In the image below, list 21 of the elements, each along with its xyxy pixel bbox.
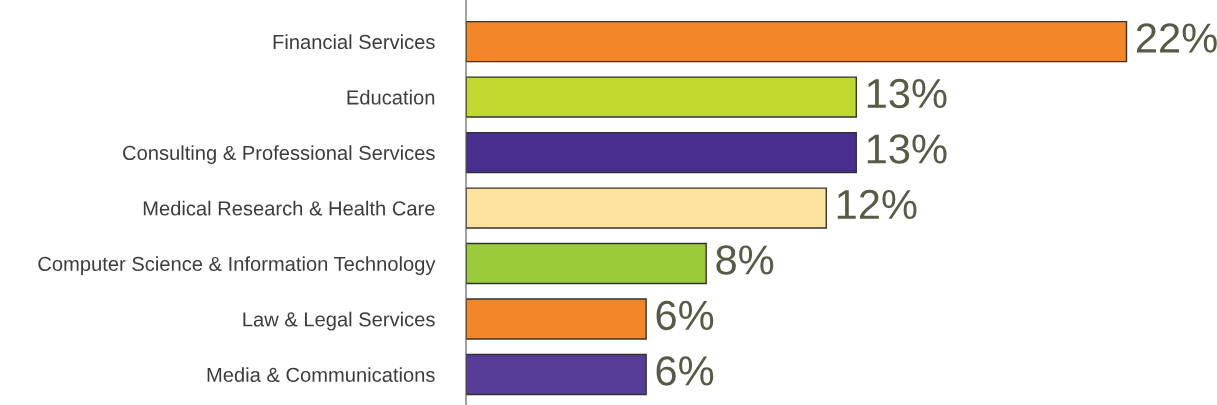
data-label: 13% [867, 78, 947, 109]
y-tick-label: Education [347, 89, 435, 105]
data-label: 13% [867, 134, 947, 164]
bar [466, 353, 647, 396]
bar [466, 242, 707, 285]
y-tick-label: Law & Legal Services [243, 311, 435, 331]
data-label: 6% [656, 356, 714, 386]
y-tick-label: Consulting & Professional Services [123, 145, 435, 165]
y-tick-label: Computer Science & Information Technology [38, 256, 436, 275]
data-label: 22% [1136, 23, 1217, 53]
y-tick-label: Media & Communications [207, 367, 435, 382]
data-label: 12% [837, 189, 917, 220]
y-tick-label: Medical Research & Health Care [143, 200, 435, 216]
bar [466, 187, 827, 229]
bar [466, 298, 647, 340]
data-label: 8% [716, 245, 774, 275]
y-tick-label: Financial Services [273, 34, 435, 50]
data-label: 6% [656, 300, 714, 331]
bar [466, 20, 1128, 63]
bar [466, 76, 857, 118]
bar [466, 131, 857, 174]
